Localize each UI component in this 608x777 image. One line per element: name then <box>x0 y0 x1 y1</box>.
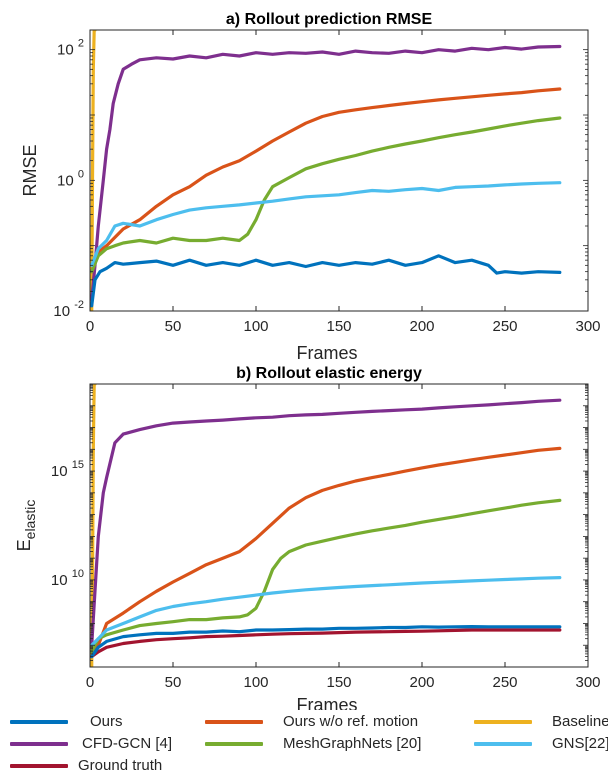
chart-title: b) Rollout elastic energy <box>236 365 422 382</box>
x-tick-label: 50 <box>165 674 182 691</box>
legend-swatch <box>205 720 263 724</box>
y-tick-label: 10 0 <box>57 168 84 189</box>
plot-area <box>90 30 588 311</box>
legend-swatch <box>10 720 68 724</box>
legend-item: Ground truth <box>10 756 210 776</box>
series-line-ours <box>90 625 562 659</box>
series-line-cfd-gcn-4 <box>90 44 562 302</box>
x-tick-label: 200 <box>409 318 434 335</box>
legend-swatch <box>10 742 68 746</box>
y-tick-label: 10 -2 <box>53 299 84 320</box>
legend-label: GNS[22] <box>552 735 608 752</box>
series-line-cfd-gcn-4 <box>90 398 562 647</box>
legend-swatch <box>205 742 263 746</box>
figure: 0 50 100 150 200 250 300 10 -2 10 0 10 2 a) Rollou… <box>14 11 601 710</box>
legend-swatch <box>474 720 532 724</box>
series-line-meshgraphnets-20 <box>90 116 562 274</box>
legend-item: Ours w/o ref. motion <box>205 712 418 732</box>
legend-swatch <box>474 742 532 746</box>
legend-label: Ground truth <box>78 757 163 774</box>
x-tick-label: 300 <box>575 674 600 691</box>
series-line-ours-w-o-ref-motion <box>90 87 562 274</box>
x-axis-label: Frames <box>296 695 357 710</box>
y-axis-label: Eelastic <box>14 500 38 552</box>
x-tick-label: 150 <box>326 674 351 691</box>
legend-item: CFD-GCN [4] <box>10 734 210 754</box>
x-tick-label: 100 <box>243 674 268 691</box>
legend-item: GNS[22] <box>474 734 608 754</box>
legend: Ours Ours w/o ref. motion Baseline CFD-GCN … <box>0 712 608 777</box>
panel-elastic-energy: 0 50 100 150 200 250 300 10 10 10 15 b) Rollout e… <box>14 365 601 710</box>
y-tick-label: 10 15 <box>51 459 84 480</box>
plot-area <box>90 384 588 667</box>
series-line-ours <box>90 254 562 308</box>
legend-item: Ours <box>10 712 210 732</box>
y-tick-label: 10 10 <box>51 568 84 589</box>
legend-label: Ours w/o ref. motion <box>283 713 419 730</box>
x-tick-label: 250 <box>492 318 517 335</box>
x-tick-label: 50 <box>165 318 182 335</box>
legend-item: Baseline <box>474 712 608 732</box>
series-line-meshgraphnets-20 <box>90 498 562 654</box>
legend-swatch <box>10 764 68 768</box>
legend-label: CFD-GCN [4] <box>82 735 172 752</box>
legend-item: MeshGraphNets [20] <box>205 734 421 754</box>
x-tick-label: 250 <box>492 674 517 691</box>
legend-label: Ours <box>90 713 123 730</box>
series-line-gns-22 <box>90 181 562 267</box>
series-line-gns-22 <box>90 576 562 647</box>
x-tick-label: 0 <box>86 318 94 335</box>
x-tick-label: 300 <box>575 318 600 335</box>
series-line-baseline <box>90 30 97 311</box>
x-tick-label: 150 <box>326 318 351 335</box>
legend-label: Baseline <box>552 713 608 730</box>
x-axis-label: Frames <box>296 343 357 363</box>
series-line-ours-w-o-ref-motion <box>90 446 562 654</box>
series-group <box>90 30 562 311</box>
x-tick-label: 100 <box>243 318 268 335</box>
y-tick-label: 10 2 <box>57 38 84 59</box>
y-axis-label: RMSE <box>20 144 40 196</box>
x-tick-label: 200 <box>409 674 434 691</box>
legend-label: MeshGraphNets [20] <box>283 735 422 752</box>
x-tick-label: 0 <box>86 674 94 691</box>
panel-rmse: 0 50 100 150 200 250 300 10 -2 10 0 10 2 a) Rollou… <box>20 11 601 363</box>
chart-title: a) Rollout prediction RMSE <box>226 11 433 28</box>
series-line-ground-truth <box>90 628 562 659</box>
